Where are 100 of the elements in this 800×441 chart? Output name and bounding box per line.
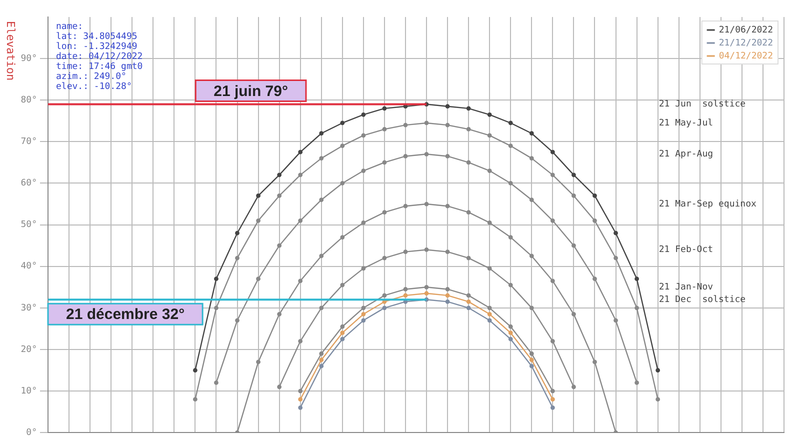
point [403,204,408,208]
point [361,133,366,138]
point [487,266,492,271]
point [382,127,387,132]
point [298,278,303,284]
point [487,168,492,173]
point [466,160,471,165]
point [572,172,576,178]
y-tick-label: 60° [20,178,37,189]
point [445,122,450,128]
point [424,152,429,156]
point [508,120,513,126]
point [445,287,450,292]
point [487,306,492,310]
point [550,150,555,154]
point [656,368,660,372]
point [487,312,492,316]
point [487,220,492,225]
point [319,131,324,136]
y-tick-label: 40° [20,262,37,272]
point [424,120,429,126]
point [235,256,240,260]
point [614,230,618,236]
point [403,122,408,128]
point [466,306,471,310]
point [403,287,408,292]
point [319,358,324,362]
point [550,405,555,410]
point [466,256,471,260]
point [614,256,618,260]
point [508,324,513,329]
point [235,318,240,323]
point [508,282,513,288]
legend-label: 04/12/2022 [718,51,774,62]
point [319,364,324,368]
point [529,156,534,161]
point [487,318,492,323]
point [550,278,555,284]
point [298,150,303,154]
point [550,338,555,344]
point [277,243,282,248]
point [361,266,366,271]
point [529,351,534,356]
point [466,210,471,215]
annotation: name: [56,22,84,32]
y-tick-label: 50° [20,220,37,230]
point [256,218,260,223]
y-axis-title: Elevation [4,21,18,81]
point [277,172,282,178]
point [382,256,387,260]
annotation: 21 Mar-Sep equinox [658,199,757,210]
point [382,306,387,310]
point [319,351,324,356]
point [340,330,345,336]
annotation: 21 Jan-Nov [658,282,714,292]
point [382,293,387,298]
point [340,181,345,186]
point [487,112,492,117]
point [340,120,345,126]
point [508,336,513,342]
legend-label: 21/12/2022 [718,38,774,48]
point [193,368,198,372]
point [572,384,576,390]
point [361,220,366,225]
point [529,306,534,310]
point [445,250,450,254]
point [361,306,366,310]
annotation: 21 Apr-Aug [658,149,714,160]
point [277,312,282,316]
point [508,330,513,336]
point [508,181,513,186]
point [235,230,240,236]
point [361,168,366,173]
annotation: azim.: 249.0° [56,72,126,82]
point [298,338,303,344]
y-tick-label: 20° [20,344,37,355]
y-tick-label: 10° [20,386,37,396]
point [193,397,198,402]
annotation: 21 May-Jul [658,118,714,128]
point [550,397,555,402]
point [656,397,660,402]
point [466,127,471,132]
point [529,358,534,362]
point [445,104,450,109]
annotation: elev.: -10.28° [56,82,132,92]
point [424,202,429,206]
point [550,218,555,223]
point [424,248,429,252]
point [592,276,597,282]
point [319,198,324,202]
point [298,397,303,402]
annotation: 21 Feb-Oct [658,245,714,256]
point [403,293,408,298]
point [340,235,345,240]
point [382,210,387,215]
y-tick-label: 0° [26,428,37,438]
point [592,360,597,364]
point [403,154,408,158]
point [382,160,387,165]
point [277,194,282,198]
